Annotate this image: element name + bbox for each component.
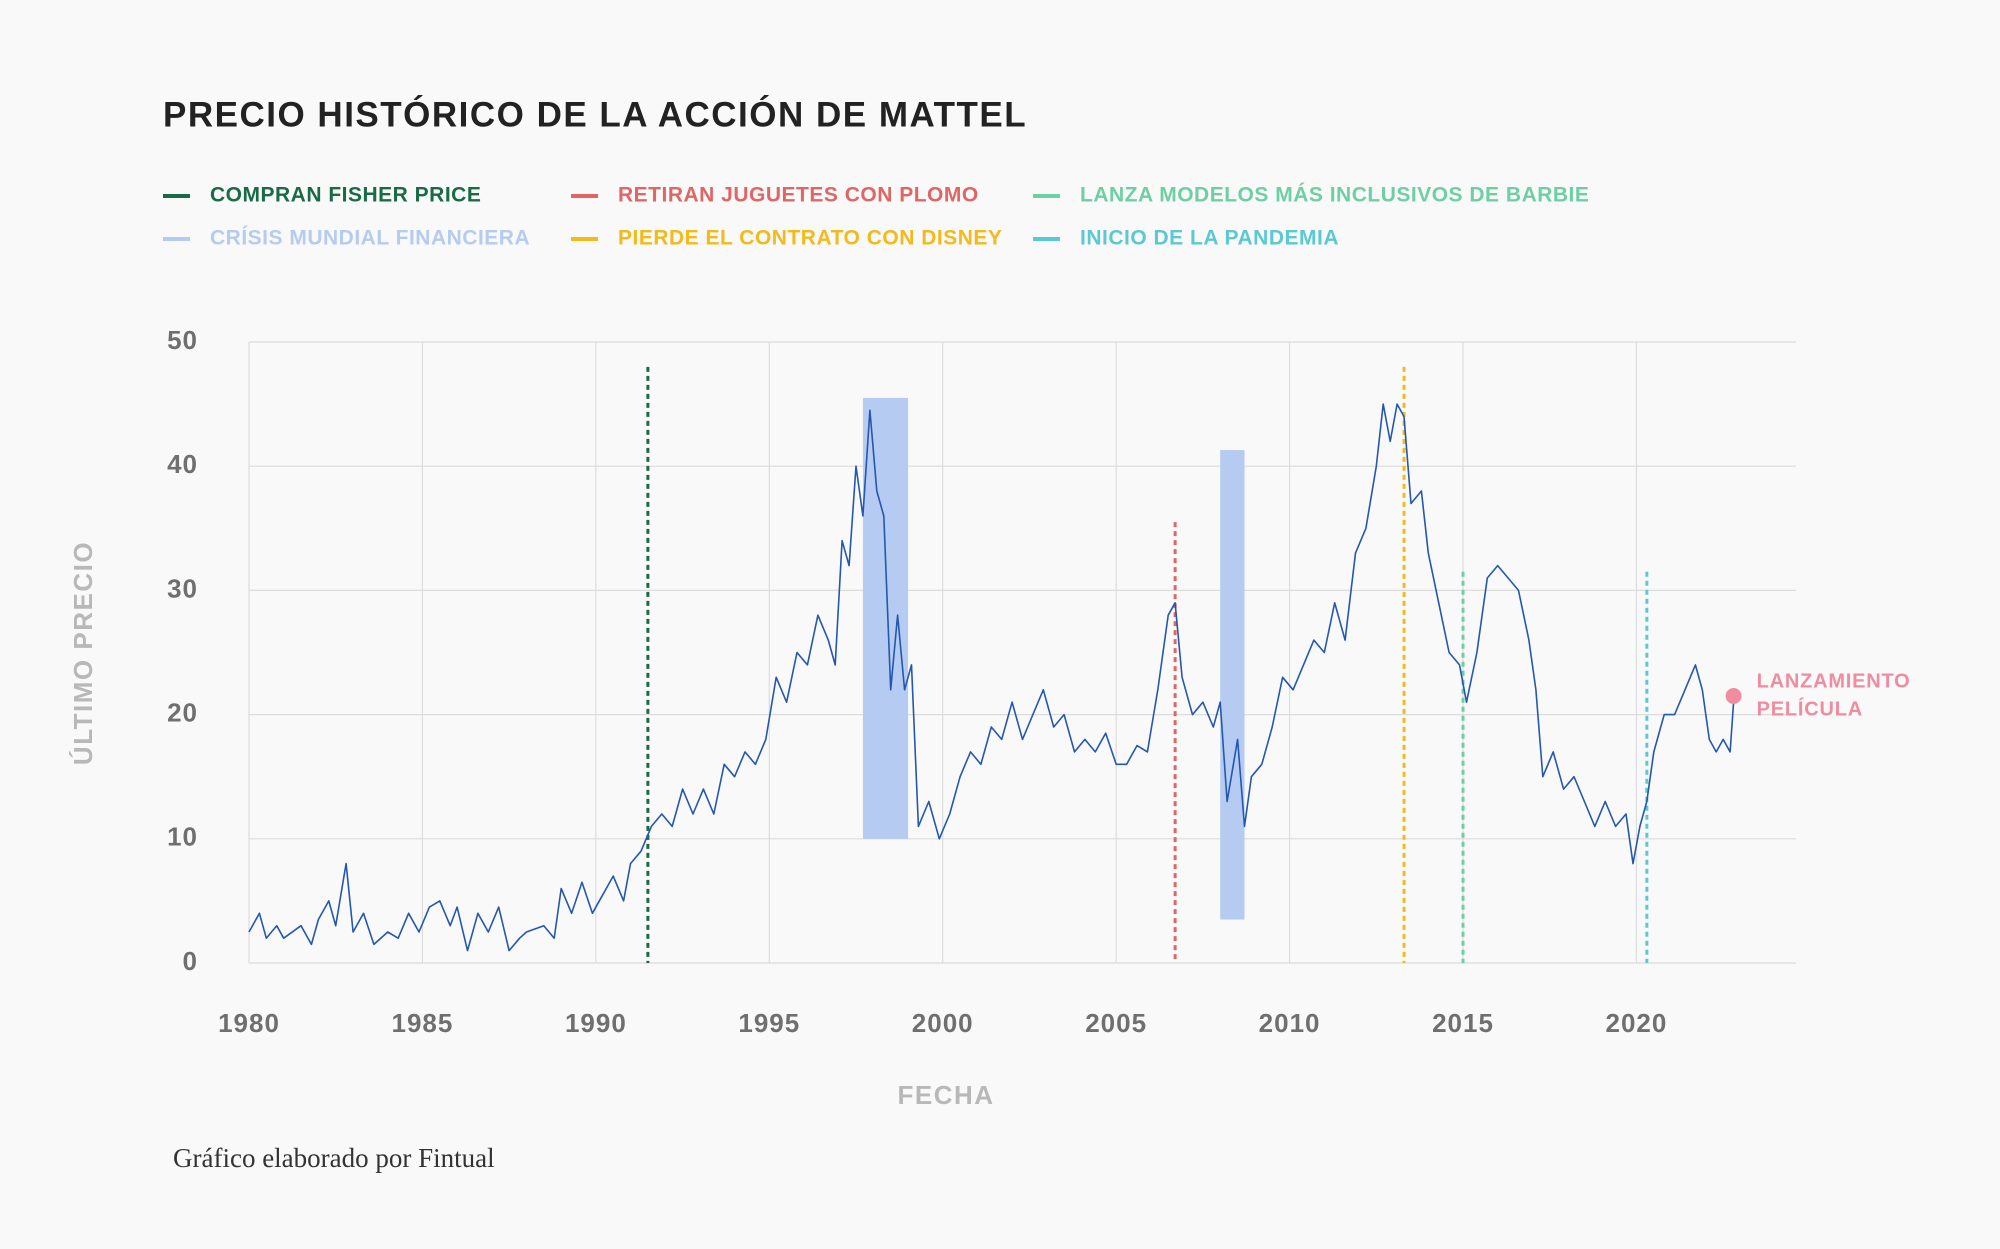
- x-tick-label: 2005: [1085, 1008, 1147, 1038]
- legend-label: INICIO DE LA PANDEMIA: [1080, 227, 1339, 250]
- legend-label: COMPRAN FISHER PRICE: [210, 184, 481, 207]
- y-tick-label: 0: [183, 946, 198, 976]
- x-tick-label: 2015: [1432, 1008, 1494, 1038]
- x-axis-label: FECHA: [897, 1080, 994, 1110]
- legend-label: CRÍSIS MUNDIAL FINANCIERA: [210, 227, 530, 250]
- crisis-band: [1220, 450, 1245, 920]
- y-tick-label: 10: [167, 822, 198, 852]
- y-axis-label: ÚLTIMO PRECIO: [68, 541, 98, 765]
- y-tick-label: 50: [167, 325, 198, 355]
- x-tick-label: 1980: [218, 1008, 280, 1038]
- marker-label: PELÍCULA: [1757, 697, 1863, 720]
- footer: Gráfico elaborado por Fintual: [173, 1143, 495, 1173]
- chart-title: PRECIO HISTÓRICO DE LA ACCIÓN DE MATTEL: [163, 94, 1027, 134]
- x-tick-label: 2010: [1259, 1008, 1321, 1038]
- y-tick-label: 20: [167, 697, 198, 727]
- marker-label: LANZAMIENTO: [1757, 670, 1911, 692]
- y-tick-label: 40: [167, 449, 198, 479]
- x-tick-label: 1985: [392, 1008, 454, 1038]
- legend-label: RETIRAN JUGUETES CON PLOMO: [618, 184, 979, 207]
- x-tick-label: 2000: [912, 1008, 974, 1038]
- y-tick-label: 30: [167, 573, 198, 603]
- x-tick-label: 2020: [1606, 1008, 1668, 1038]
- price-line: [248, 403, 1735, 952]
- x-tick-label: 1995: [738, 1008, 800, 1038]
- x-tick-label: 1990: [565, 1008, 627, 1038]
- legend-label: PIERDE EL CONTRATO CON DISNEY: [618, 227, 1002, 250]
- crisis-band: [862, 397, 909, 839]
- legend-label: LANZA MODELOS MÁS INCLUSIVOS DE BARBIE: [1080, 184, 1589, 207]
- movie-marker: [1725, 687, 1742, 704]
